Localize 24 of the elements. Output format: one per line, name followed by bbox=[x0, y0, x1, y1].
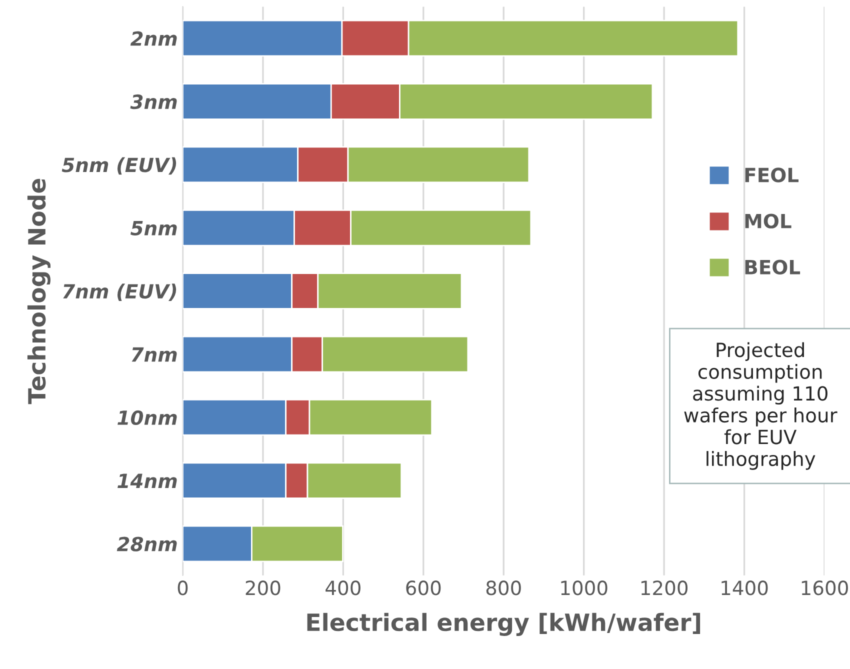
y-tick-label: 10nm bbox=[118, 410, 177, 426]
x-tick-label: 1200 bbox=[641, 580, 688, 596]
x-tick-label: 800 bbox=[486, 580, 521, 596]
legend-label: MOL bbox=[745, 214, 792, 228]
x-tick-label: 0 bbox=[178, 580, 188, 596]
y-tick-label: 7nm bbox=[132, 347, 177, 362]
x-tick-label: 1400 bbox=[722, 580, 768, 596]
x-axis-title: Electrical energy [kWh/wafer] bbox=[307, 612, 700, 636]
y-axis-title: Technology Node bbox=[27, 178, 50, 404]
y-tick-label: 7nm (EUV) bbox=[63, 284, 176, 301]
x-tick-label: 200 bbox=[246, 580, 280, 596]
x-tick-label: 600 bbox=[406, 580, 441, 596]
legend-label: FEOL bbox=[745, 168, 799, 182]
y-tick-label: 5nm bbox=[130, 221, 177, 236]
y-tick-label: 3nm bbox=[130, 94, 177, 110]
x-tick-label: 1600 bbox=[802, 580, 848, 596]
y-tick-label: 2nm bbox=[130, 31, 177, 46]
y-tick-label: 5nm (EUV) bbox=[62, 157, 176, 175]
y-tick-label: 14nm bbox=[118, 474, 177, 488]
x-tick-label: 400 bbox=[326, 580, 360, 596]
annotation: Projected consumption assuming 110 wafers per hour for EUV lithography bbox=[684, 342, 838, 470]
y-tick-label: 28nm bbox=[116, 536, 177, 552]
legend-label: BEOL bbox=[745, 260, 800, 274]
x-tick-label: 1000 bbox=[561, 580, 608, 596]
